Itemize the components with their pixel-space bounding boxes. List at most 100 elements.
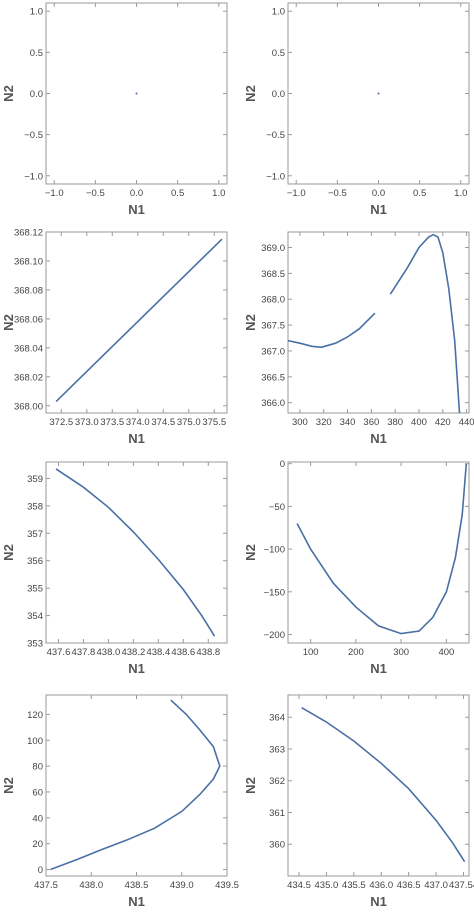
x-tick-label: 373.5 <box>100 417 124 428</box>
y-axis-label: N2 <box>1 777 16 794</box>
y-tick-label: 0.5 <box>272 48 285 59</box>
y-tick-label: 368.5 <box>261 269 285 280</box>
x-tick-label: 438.8 <box>196 647 220 658</box>
y-tick-label: 369.0 <box>261 243 285 254</box>
x-axis-label: N1 <box>370 431 387 446</box>
y-tick-label: 0.0 <box>272 89 285 100</box>
y-tick-label: 60 <box>32 787 43 798</box>
plot-frame <box>287 461 470 644</box>
y-tick-label: 1.0 <box>272 7 285 18</box>
plot-frame <box>45 694 228 877</box>
y-axis-label: N2 <box>1 85 16 102</box>
series-line <box>389 233 461 414</box>
y-tick-label: 367.0 <box>261 346 285 357</box>
x-axis-label: N1 <box>370 661 387 676</box>
y-axis-label: N2 <box>243 314 258 331</box>
x-tick-label: 400 <box>411 417 427 428</box>
y-tick-label: 20 <box>32 839 43 850</box>
y-axis-label: N2 <box>243 544 258 561</box>
y-tick-label: −1.0 <box>24 171 43 182</box>
chart-panel-6: 100 200 300 400 −200 −150 −100 −50 0 N1 N2 <box>243 459 470 676</box>
series-line <box>50 699 221 871</box>
x-tick-label: 435.0 <box>315 880 339 891</box>
x-tick-label: 439.5 <box>215 880 239 891</box>
y-tick-label: −100 <box>264 545 285 556</box>
y-tick-label: 0.5 <box>30 48 43 59</box>
x-tick-label: 380 <box>387 417 403 428</box>
x-tick-label: −1.0 <box>287 188 306 199</box>
x-tick-label: 436.0 <box>369 880 393 891</box>
x-tick-label: 374.5 <box>151 417 175 428</box>
y-tick-label: 0 <box>38 865 43 876</box>
plot-frame <box>287 231 470 414</box>
series-line <box>55 238 223 402</box>
x-tick-label: 438.5 <box>125 880 149 891</box>
series-line <box>55 468 216 637</box>
y-tick-label: 364 <box>269 713 285 724</box>
y-tick-label: 367.5 <box>261 321 285 332</box>
y-tick-label: 0.0 <box>30 89 43 100</box>
data-point <box>135 92 138 95</box>
y-tick-label: −200 <box>264 630 285 641</box>
x-tick-label: −1.0 <box>45 188 64 199</box>
y-tick-label: 1.0 <box>30 7 43 18</box>
chart-panel-2: −1.0 −0.5 0.0 0.5 1.0 −1.0 −0.5 0.0 0.5 1.0 N1 N2 <box>243 2 470 217</box>
x-tick-label: −0.5 <box>86 188 105 199</box>
x-tick-label: 1.0 <box>212 188 225 199</box>
x-tick-label: 435.5 <box>342 880 366 891</box>
x-tick-label: 100 <box>303 647 319 658</box>
plot-frame <box>45 231 228 414</box>
y-tick-label: 355 <box>27 584 43 595</box>
x-tick-label: 360 <box>363 417 379 428</box>
y-axis-label: N2 <box>1 314 16 331</box>
y-tick-label: 368.04 <box>14 343 43 354</box>
y-tick-label: 357 <box>27 529 43 540</box>
x-axis-label: N1 <box>128 894 145 909</box>
x-tick-label: 438.2 <box>121 647 145 658</box>
y-axis-label: N2 <box>243 85 258 102</box>
x-tick-label: 340 <box>340 417 356 428</box>
chart-panel-4: 300 320 340 360 380 400 420 440 366.0 366.5 367.0 3… <box>243 231 474 446</box>
x-tick-label: 440 <box>459 417 474 428</box>
x-tick-label: 434.5 <box>287 880 311 891</box>
x-tick-label: 437.0 <box>424 880 448 891</box>
x-tick-label: 375.0 <box>177 417 201 428</box>
y-tick-label: 362 <box>269 776 285 787</box>
y-tick-label: 366.5 <box>261 372 285 383</box>
y-tick-label: 368.06 <box>14 314 43 325</box>
x-axis-label: N1 <box>128 431 145 446</box>
y-tick-label: 80 <box>32 762 43 773</box>
x-axis-label: N1 <box>128 661 145 676</box>
x-axis-label: N1 <box>370 202 387 217</box>
data-point <box>377 92 380 95</box>
y-tick-label: −0.5 <box>266 130 285 141</box>
x-tick-label: 373.0 <box>75 417 99 428</box>
y-tick-label: 360 <box>269 840 285 851</box>
x-tick-label: 320 <box>316 417 332 428</box>
x-tick-label: 400 <box>438 647 454 658</box>
x-tick-label: 1.0 <box>454 188 467 199</box>
chart-panel-3: 372.5 373.0 373.5 374.0 374.5 375.0 375.5 368.0… <box>1 228 228 446</box>
x-tick-label: 374.0 <box>126 417 150 428</box>
y-tick-label: 0 <box>280 459 285 470</box>
x-tick-label: 438.6 <box>171 647 195 658</box>
y-tick-label: 40 <box>32 813 43 824</box>
x-tick-label: 0.0 <box>372 188 385 199</box>
x-tick-label: 438.0 <box>97 647 121 658</box>
x-tick-label: 437.8 <box>72 647 96 658</box>
y-tick-label: 363 <box>269 744 285 755</box>
y-tick-label: −150 <box>264 587 285 598</box>
y-tick-label: 368.00 <box>14 401 43 412</box>
x-tick-label: 437.5 <box>34 880 58 891</box>
x-axis-label: N1 <box>128 202 145 217</box>
x-tick-label: 438.4 <box>146 647 170 658</box>
chart-panel-5: 437.6 437.8 438.0 438.2 438.4 438.6 438.8 353 35… <box>1 461 228 676</box>
plot-frame <box>45 461 228 644</box>
y-tick-label: 368.12 <box>14 228 43 239</box>
y-tick-label: 368.02 <box>14 372 43 383</box>
x-tick-label: 0.0 <box>130 188 143 199</box>
y-tick-label: 354 <box>27 611 43 622</box>
x-tick-label: 0.5 <box>171 188 184 199</box>
